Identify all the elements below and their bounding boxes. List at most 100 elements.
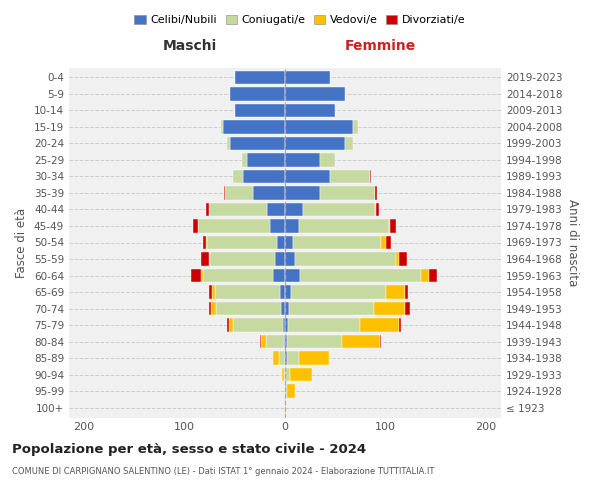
Bar [285, 352, 287, 365]
Bar [295, 252, 395, 266]
Bar [212, 286, 215, 299]
Bar [221, 120, 223, 134]
Bar [285, 302, 289, 316]
Bar [283, 318, 285, 332]
Bar [215, 302, 281, 316]
Bar [225, 186, 253, 200]
Bar [267, 202, 285, 216]
Bar [209, 302, 211, 316]
Bar [421, 268, 428, 282]
Bar [285, 368, 290, 382]
Bar [285, 236, 293, 250]
Bar [395, 252, 398, 266]
Text: COMUNE DI CARPIGNANO SALENTINO (LE) - Dati ISTAT 1° gennaio 2024 - Elaborazione : COMUNE DI CARPIGNANO SALENTINO (LE) - Da… [12, 468, 434, 476]
Bar [285, 318, 288, 332]
Bar [277, 236, 285, 250]
Bar [289, 302, 374, 316]
Bar [197, 219, 270, 233]
Bar [353, 120, 358, 134]
Bar [285, 87, 345, 101]
Bar [320, 186, 376, 200]
Bar [233, 170, 243, 183]
Bar [300, 268, 421, 282]
Bar [287, 384, 295, 398]
Bar [428, 268, 437, 282]
Bar [235, 70, 285, 84]
Bar [386, 236, 391, 250]
Bar [275, 252, 285, 266]
Bar [247, 153, 285, 166]
Bar [285, 136, 345, 150]
Bar [227, 318, 229, 332]
Bar [282, 368, 284, 382]
Bar [389, 219, 391, 233]
Bar [261, 335, 266, 348]
Bar [260, 335, 261, 348]
Bar [200, 252, 209, 266]
Bar [280, 286, 285, 299]
Bar [235, 104, 285, 117]
Bar [224, 186, 225, 200]
Legend: Celibi/Nubili, Coniugati/e, Vedovi/e, Divorziati/e: Celibi/Nubili, Coniugati/e, Vedovi/e, Di… [130, 10, 470, 30]
Bar [290, 368, 312, 382]
Bar [285, 186, 320, 200]
Bar [285, 401, 286, 414]
Bar [229, 318, 233, 332]
Text: Popolazione per età, sesso e stato civile - 2024: Popolazione per età, sesso e stato civil… [12, 442, 366, 456]
Bar [253, 186, 285, 200]
Bar [203, 236, 206, 250]
Bar [287, 352, 299, 365]
Bar [191, 268, 200, 282]
Bar [230, 136, 285, 150]
Bar [223, 120, 285, 134]
Bar [376, 202, 379, 216]
Bar [243, 170, 285, 183]
Bar [209, 202, 267, 216]
Bar [386, 286, 404, 299]
Bar [370, 170, 371, 183]
Bar [242, 153, 247, 166]
Bar [330, 170, 370, 183]
Bar [285, 153, 320, 166]
Bar [285, 219, 299, 233]
Bar [273, 268, 285, 282]
Bar [285, 104, 335, 117]
Bar [345, 136, 353, 150]
Bar [342, 335, 380, 348]
Bar [266, 335, 284, 348]
Bar [287, 335, 342, 348]
Bar [273, 352, 279, 365]
Bar [285, 202, 303, 216]
Bar [285, 70, 330, 84]
Bar [193, 219, 197, 233]
Bar [285, 384, 287, 398]
Bar [404, 286, 407, 299]
Bar [285, 286, 291, 299]
Y-axis label: Fasce di età: Fasce di età [16, 208, 28, 278]
Bar [285, 268, 300, 282]
Y-axis label: Anni di nascita: Anni di nascita [566, 199, 579, 286]
Bar [293, 236, 382, 250]
Bar [398, 318, 401, 332]
Bar [404, 302, 410, 316]
Bar [203, 268, 273, 282]
Bar [398, 252, 407, 266]
Bar [291, 286, 386, 299]
Bar [233, 318, 283, 332]
Bar [285, 170, 330, 183]
Bar [285, 120, 353, 134]
Bar [391, 219, 395, 233]
Bar [380, 335, 382, 348]
Bar [285, 252, 295, 266]
Bar [206, 202, 209, 216]
Bar [270, 219, 285, 233]
Bar [279, 352, 285, 365]
Bar [209, 286, 212, 299]
Bar [285, 335, 287, 348]
Bar [288, 318, 361, 332]
Bar [209, 252, 275, 266]
Bar [361, 318, 398, 332]
Bar [227, 136, 230, 150]
Bar [299, 219, 389, 233]
Text: Femmine: Femmine [344, 38, 416, 52]
